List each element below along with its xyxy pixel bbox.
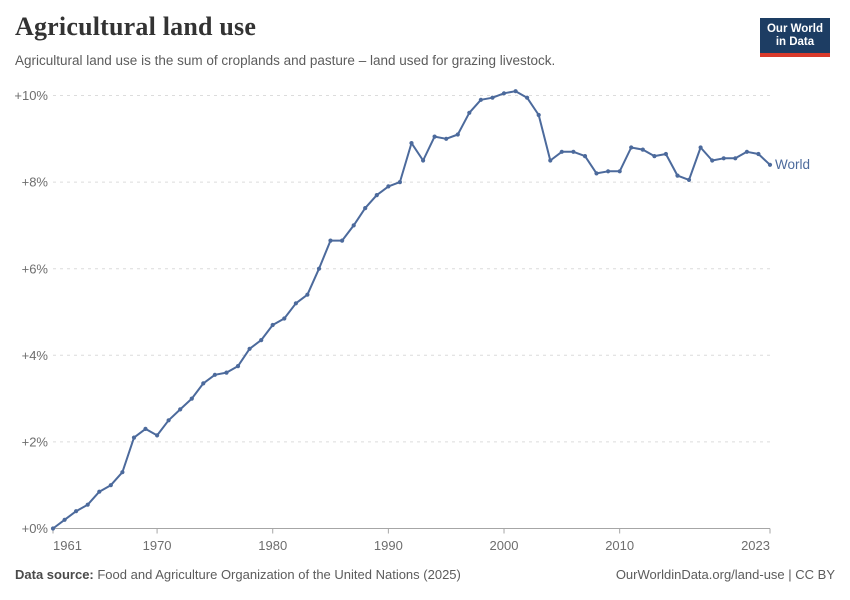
footer-right: OurWorldinData.org/land-use | CC BY [616,567,835,582]
data-point-marker [536,112,541,118]
x-tick-label: 1970 [143,538,172,553]
data-point-marker [108,483,113,488]
data-point-marker [594,171,599,176]
data-point-marker [340,238,345,243]
footer: Data source: Food and Agriculture Organi… [15,567,835,582]
data-point-marker [120,470,125,475]
data-point-marker [224,370,229,375]
data-point-marker [525,95,530,100]
chart-line-world [52,90,771,530]
data-point-marker [767,162,773,167]
data-point-marker [155,433,160,438]
data-point-marker [663,151,669,157]
data-point-marker [351,223,356,228]
data-point-marker [363,206,368,211]
data-point-marker [444,136,449,141]
data-point-marker [189,396,194,401]
data-point-marker [698,145,703,150]
data-point-marker [282,316,287,321]
data-point-marker [247,346,252,351]
data-point-marker [652,154,657,159]
data-point-marker [721,156,726,161]
y-tick-label: +0% [22,521,49,536]
data-point-marker [490,95,495,100]
page-title: Agricultural land use [15,12,257,41]
data-point-marker [201,381,206,386]
x-tick-label: 2023 [741,538,770,553]
data-point-marker [756,151,761,157]
datasource-line: Data source: Food and Agriculture Organi… [15,567,461,582]
x-tick-label: 1990 [374,538,403,553]
data-point-marker [85,502,90,507]
data-point-marker [293,301,298,306]
data-point-marker [178,407,183,412]
data-point-marker [166,418,171,423]
data-point-marker [305,292,310,297]
data-point-marker [50,526,56,531]
data-point-marker [421,158,426,163]
data-point-marker [235,364,241,369]
owid-logo[interactable]: Our World in Data [759,18,830,57]
data-point-marker [259,338,264,343]
data-point-marker [74,509,79,514]
data-point-marker [62,517,67,522]
owid-logo-line-1: Our World [766,23,823,35]
data-point-marker [640,147,645,152]
data-point-marker [501,91,507,96]
y-tick-label: +2% [22,434,49,449]
data-point-marker [710,158,715,163]
data-point-marker [733,156,738,161]
data-point-marker [467,110,472,115]
data-point-marker [675,173,680,178]
data-point-marker [432,134,437,139]
data-point-marker [582,154,588,159]
data-point-marker [397,180,402,185]
y-tick-label: +8% [22,175,49,190]
x-tick-label: 2010 [605,538,634,553]
entity-label-world: World [775,156,811,172]
data-point-marker [606,169,611,174]
y-tick-label: +10% [14,88,48,103]
data-point-marker [374,193,379,198]
data-point-marker [559,149,564,154]
page-subtitle: Agricultural land use is the sum of crop… [15,53,556,68]
data-point-marker [571,149,576,154]
datasource-label: Data source: [15,567,94,582]
owid-logo-line-2: in Data [775,36,815,48]
datasource-text: Food and Agriculture Organization of the… [93,567,461,582]
data-point-marker [270,322,275,328]
data-point-marker [455,132,460,137]
data-point-marker [548,158,553,163]
data-point-marker [316,266,322,271]
data-point-marker [328,238,333,243]
data-point-marker [478,97,483,102]
y-tick-label: +4% [22,348,49,363]
y-tick-label: +6% [22,261,49,276]
x-tick-label: 2000 [490,538,519,553]
data-point-marker [744,149,750,154]
data-point-marker [409,141,414,146]
footer-url[interactable]: OurWorldinData.org/land-use [615,567,785,582]
data-point-marker [629,145,634,150]
data-point-marker [131,435,137,440]
data-point-marker [212,372,217,377]
data-point-marker [143,426,148,431]
data-point-marker [686,177,692,182]
x-tick-label: 1980 [258,538,287,553]
data-point-marker [513,89,518,94]
data-point-marker [617,169,622,174]
x-tick-label: 1961 [53,538,82,553]
footer-license: | CC BY [784,567,835,582]
data-point-marker [97,489,102,494]
data-point-marker [386,184,391,189]
